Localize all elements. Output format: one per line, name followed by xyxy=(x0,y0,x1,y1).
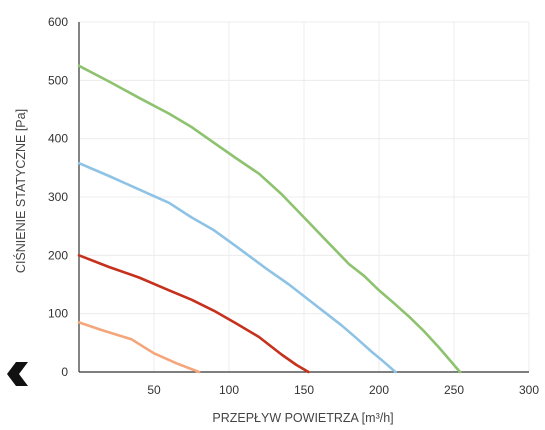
y-tick-label: 500 xyxy=(48,73,68,87)
y-tick-label: 0 xyxy=(61,365,68,379)
y-axis-label: CIŚNIENIE STATYCZNE [Pa] xyxy=(13,109,28,273)
series-line-4 xyxy=(77,321,201,374)
y-tick-label: 400 xyxy=(48,132,68,146)
x-tick-label: 200 xyxy=(369,383,389,397)
x-tick-label: 100 xyxy=(219,383,239,397)
series-lines xyxy=(77,64,462,374)
grid xyxy=(79,21,530,372)
axes xyxy=(78,22,529,373)
x-tick-label: 300 xyxy=(519,383,539,397)
series-line-2 xyxy=(77,161,397,374)
x-tick-label: 150 xyxy=(294,383,314,397)
y-tick-labels: 0 100 200 300 400 500 600 xyxy=(48,15,68,379)
x-tick-label: 50 xyxy=(147,383,161,397)
y-tick-label: 600 xyxy=(48,15,68,29)
y-tick-label: 100 xyxy=(48,307,68,321)
series-line-3 xyxy=(77,254,310,374)
chevron-left-icon[interactable] xyxy=(6,359,36,389)
x-tick-label: 250 xyxy=(444,383,464,397)
x-axis-label: PRZEPŁYW POWIETRZA [m³/h] xyxy=(212,411,393,425)
x-tick-labels: 50 100 150 200 250 300 xyxy=(147,383,539,397)
series-line-1 xyxy=(77,64,462,374)
y-tick-label: 200 xyxy=(48,248,68,262)
y-tick-label: 300 xyxy=(48,190,68,204)
